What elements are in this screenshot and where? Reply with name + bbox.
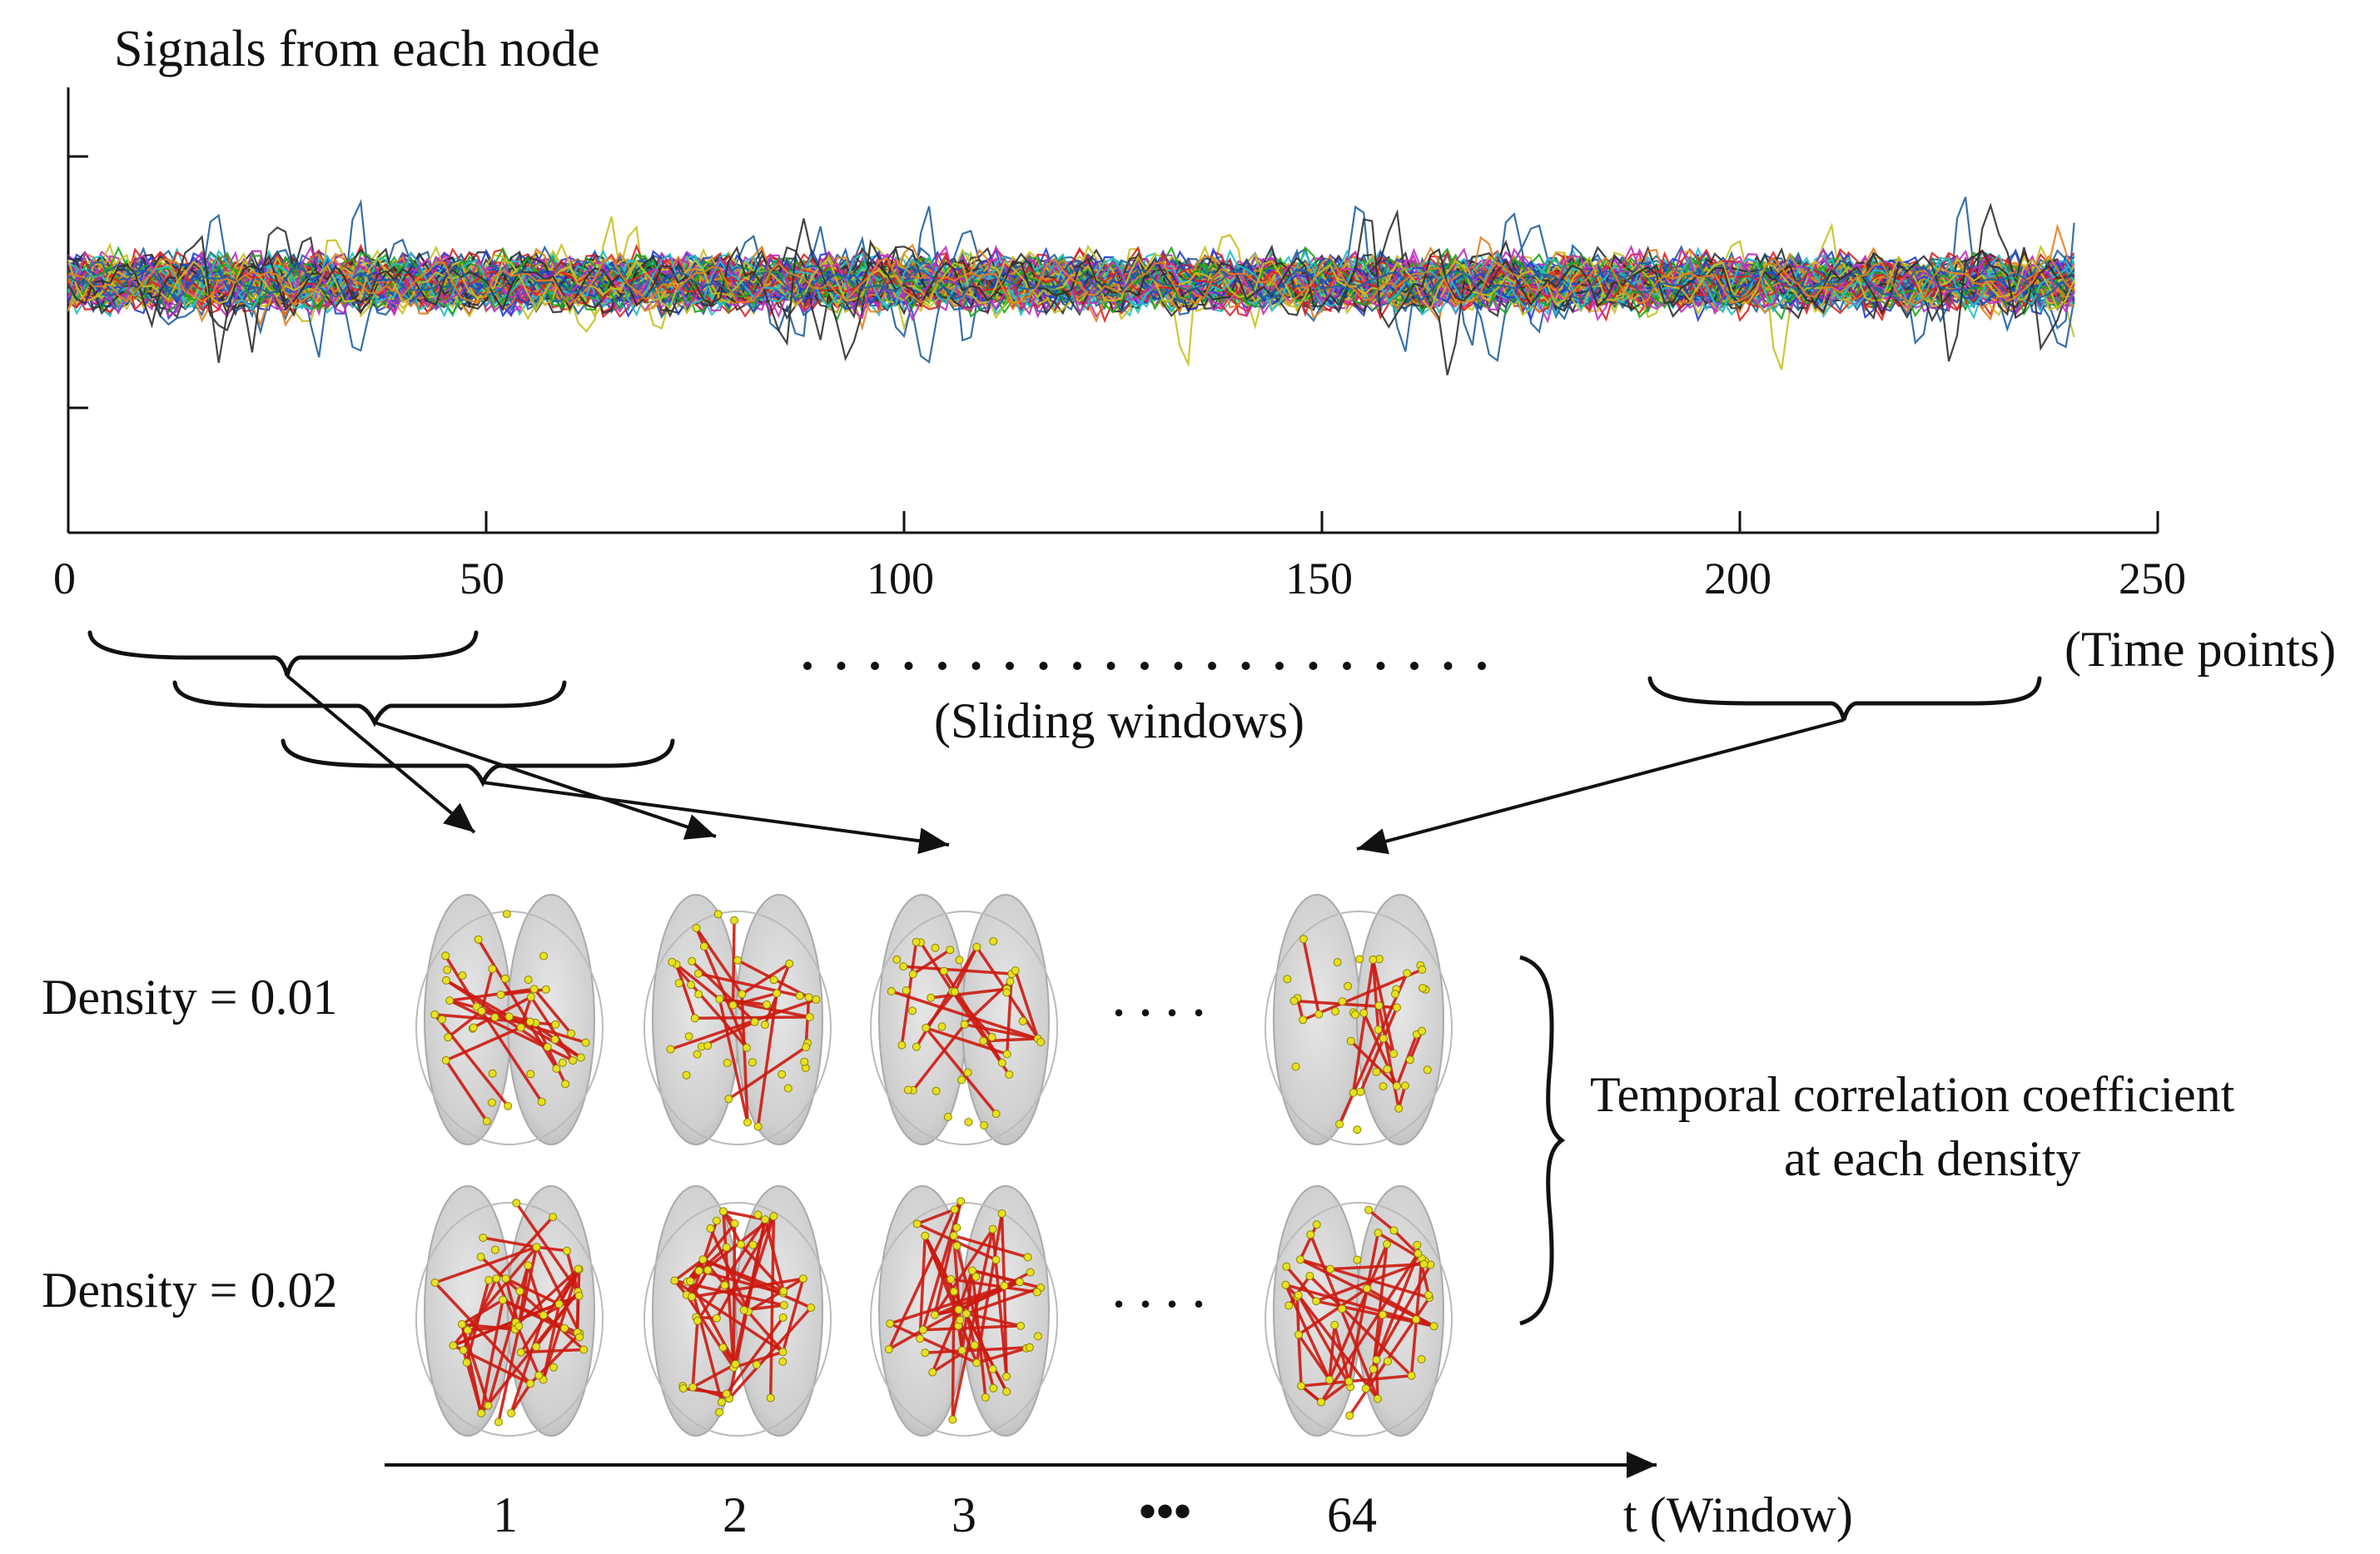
signal-trace (67, 259, 2075, 307)
sliding-window-dots (803, 662, 1486, 670)
dot (1275, 662, 1284, 670)
x-axis-ticks (67, 511, 2159, 533)
signal-trace (67, 265, 2075, 301)
brace-label-line-2: at each density (1784, 1131, 2081, 1186)
brain-network-d1-w3 (870, 894, 1058, 1145)
brain-network-d2-w64 (1265, 1185, 1453, 1437)
brain-network-d2-w3 (870, 1185, 1058, 1437)
brain-network-d1-w1 (415, 894, 604, 1145)
dot (904, 662, 913, 670)
window-brace-1 (87, 630, 479, 677)
dot (1073, 662, 1081, 670)
dot (1241, 662, 1250, 670)
dot (1006, 662, 1014, 670)
density-brace (1519, 955, 1566, 1326)
brain-network-d1-w64 (1265, 894, 1453, 1145)
window-label-64: 64 (1327, 1487, 1377, 1542)
dot (1106, 662, 1115, 670)
dot (1140, 662, 1149, 670)
density-label-2: Density = 0.02 (42, 1263, 338, 1318)
window-label-ellipsis: ••• (1139, 1484, 1192, 1539)
plot-title: Signals from each node (114, 21, 600, 77)
arrow-window-1 (286, 674, 476, 834)
sliding-windows-label: (Sliding windows) (934, 693, 1305, 748)
window-brace-last (1647, 676, 2042, 721)
signal-trace (67, 218, 2074, 364)
signal-trace (67, 253, 2075, 313)
dot (1309, 662, 1318, 670)
dot (1478, 662, 1486, 670)
arrow-window-2 (374, 721, 717, 840)
x-unit-label: (Time points) (2064, 622, 2337, 677)
signal-trace (67, 202, 2074, 375)
x-tick-label-200: 200 (1704, 554, 1771, 603)
dot (1174, 662, 1183, 670)
signal-traces (67, 196, 2075, 375)
dot (837, 662, 846, 670)
signal-trace (67, 255, 2075, 307)
dot (1208, 662, 1216, 670)
dot (1343, 662, 1351, 670)
window-label-3: 3 (952, 1487, 976, 1542)
brace-label-line-1: Temporal correlation coefficient (1590, 1067, 2235, 1122)
dot (1443, 662, 1453, 670)
brain-networks (415, 894, 1453, 1437)
x-tick-label-150: 150 (1285, 554, 1353, 603)
x-tick-label-100: 100 (867, 554, 934, 603)
window-arrows (286, 674, 1845, 855)
brain-network-d1-w2 (643, 894, 832, 1145)
dot (1376, 662, 1385, 670)
density-label-1: Density = 0.01 (42, 970, 338, 1025)
window-brace-2 (172, 680, 567, 727)
dot (1410, 662, 1419, 670)
x-tick-label-0: 0 (53, 554, 76, 603)
dot (803, 662, 812, 670)
dot (971, 662, 981, 670)
window-axis-title: t (Window) (1623, 1487, 1853, 1542)
dot (938, 662, 947, 670)
signal-trace (67, 245, 2075, 324)
arrow-window-64 (1356, 718, 1845, 855)
x-tick-label-50: 50 (460, 554, 504, 603)
x-tick-label-250: 250 (2119, 554, 2186, 603)
window-label-2: 2 (723, 1487, 748, 1542)
dot (871, 662, 879, 670)
arrow-window-3 (482, 781, 950, 855)
window-brace-3 (281, 738, 675, 787)
signal-trace (67, 249, 2075, 318)
row-ellipsis-1: .... (1111, 962, 1218, 1029)
window-label-1: 1 (493, 1487, 518, 1542)
row-ellipsis-2: .... (1111, 1254, 1218, 1320)
brain-network-d2-w1 (415, 1185, 604, 1437)
dot (1039, 662, 1048, 670)
brain-network-d2-w2 (643, 1185, 832, 1437)
